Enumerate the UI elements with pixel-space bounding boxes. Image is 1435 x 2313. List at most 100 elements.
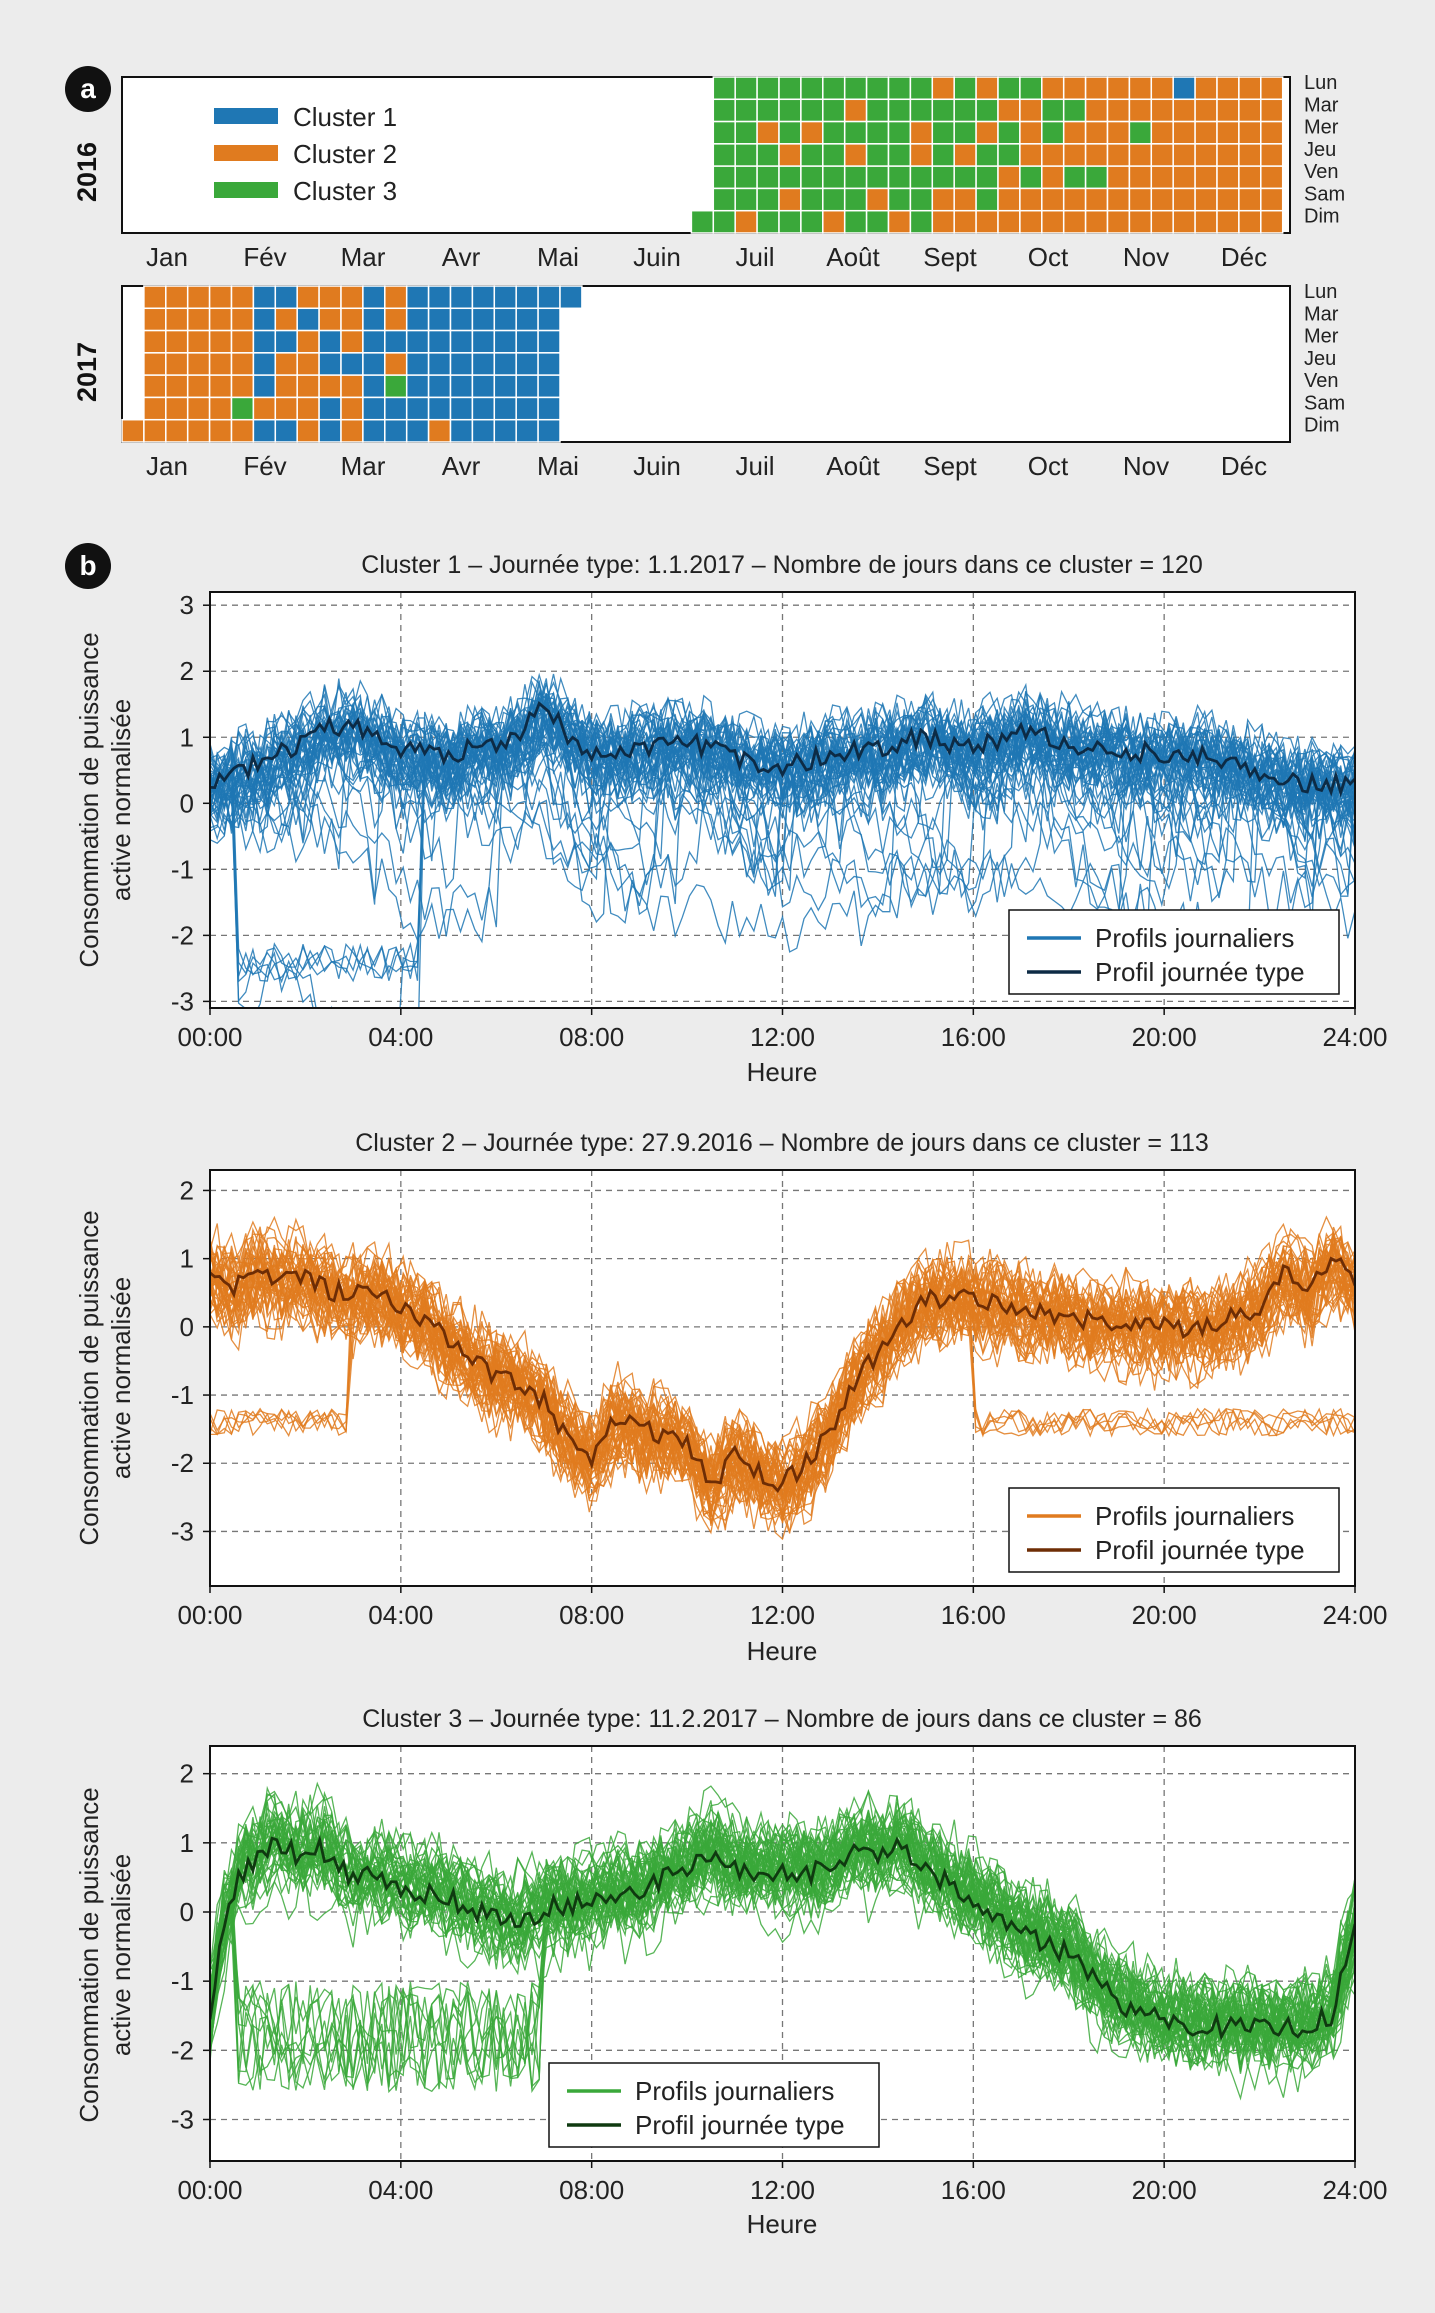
heatmap-cell [1216,209,1240,234]
heatmap-cell [208,396,233,421]
heatmap-cell [1041,143,1065,167]
heatmap-cell [143,418,167,443]
month-tick-label: Fév [243,242,286,272]
weekday-tick-label: Dim [1304,415,1340,437]
heatmap-cell [362,396,386,421]
heatmap-cell [318,396,342,421]
daily-profile-line [210,1812,1355,2047]
x-tick-label: 24:00 [1322,1600,1387,1630]
heatmap-cell [975,143,999,167]
month-tick-label: Juil [735,451,774,481]
y-tick-label: -1 [171,854,194,884]
weekday-tick-label: Ven [1304,370,1338,392]
legend-swatch [214,145,278,161]
legend-entry: Cluster 1 [293,102,397,132]
heatmap-cell [975,120,999,145]
legend-entry: Profil journée type [1095,957,1305,987]
heatmap-cell [340,352,364,376]
x-axis-label: Heure [747,2209,818,2239]
heatmap-cell [296,374,320,399]
heatmap-cell [1106,187,1131,212]
heatmap-cell [865,98,890,123]
heatmap-year-label: 2016 [72,142,102,202]
heatmap-cell [887,165,912,190]
heatmap-cell [909,187,934,212]
heatmap-cell [800,209,824,234]
heatmap-cell [1260,209,1284,234]
heatmap-cell [427,374,452,399]
heatmap-cell [975,98,999,123]
heatmap-cell [493,307,517,332]
heatmap-cell [252,329,277,354]
daily-profile-line [210,1260,1355,1504]
heatmap-cell [471,374,496,399]
month-tick-label: Nov [1123,242,1169,272]
heatmap-cell [186,352,211,376]
y-tick-label: -3 [171,986,194,1016]
heatmap-cell [515,285,539,310]
heatmap-cell [1238,76,1262,101]
heatmap-cell [843,165,868,190]
daily-profile-line [210,683,1355,801]
heatmap-cell [427,307,452,332]
x-tick-label: 00:00 [177,1600,242,1630]
heatmap-cell [734,143,758,167]
heatmap-cell [405,307,430,332]
heatmap-cell [515,374,539,399]
heatmap-cell [1106,76,1131,101]
heatmap-cell [997,120,1021,145]
x-axis-label: Heure [747,1057,818,1087]
y-tick-label: 2 [180,656,194,686]
heatmap-cell [471,329,496,354]
y-tick-label: 0 [180,788,194,818]
heatmap-cell [1062,120,1087,145]
heatmap-cell [340,285,364,310]
heatmap-cell [931,98,955,123]
heatmap-cell [493,329,517,354]
y-axis-label-line-1: Consommation de puissance [74,1787,104,2122]
heatmap-cell [800,76,824,101]
heatmap-cell [843,98,868,123]
heatmap-cell [471,285,496,310]
panel-label-a: a [65,66,111,112]
heatmap-cell [515,418,539,443]
heatmap-cell [1216,120,1240,145]
legend-entry: Profils journaliers [635,2076,834,2106]
heatmap-cell [427,285,452,310]
heatmap-cell [165,374,189,399]
heatmap-cell [1216,98,1240,123]
heatmap-cell [822,120,846,145]
heatmap-cell [1194,209,1218,234]
heatmap-cell [384,329,408,354]
typical-profile-line [210,701,1355,798]
daily-profile-line [210,1812,1355,2044]
x-tick-label: 16:00 [941,1022,1006,1052]
heatmap-cell [1172,209,1196,234]
legend-box [1008,1487,1340,1573]
heatmap-cell [1062,209,1087,234]
month-tick-label: Jan [146,451,188,481]
daily-profile-line [210,689,1355,807]
weekday-tick-label: Jeu [1304,139,1336,161]
month-tick-label: Mar [341,451,386,481]
x-axis-label: Heure [747,1636,818,1666]
heatmap-cell [1062,165,1087,190]
heatmap-cell [186,418,211,443]
month-tick-label: Avr [442,242,481,272]
heatmap-cell [165,329,189,354]
y-tick-label: -1 [171,1966,194,1996]
chart-title: Cluster 1 – Journée type: 1.1.2017 – Nom… [361,551,1202,579]
heatmap-cell [427,418,452,443]
panel-label-b: b [65,543,111,589]
heatmap-cell [975,76,999,101]
heatmap-cell [1128,76,1153,101]
heatmap-cell [165,285,189,310]
heatmap-cell [1084,98,1109,123]
x-tick-label: 04:00 [368,1600,433,1630]
heatmap-cell [186,396,211,421]
heatmap-cell [1172,76,1196,101]
heatmap-cell [143,396,167,421]
heatmap-cell [953,209,977,234]
heatmap-cell [296,396,320,421]
heatmap-cell [493,396,517,421]
